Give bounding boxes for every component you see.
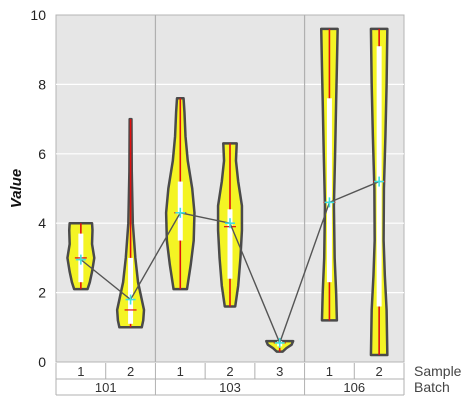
mean-marker [75,254,86,265]
iqr-bar [227,209,233,279]
mean-marker [324,197,335,208]
violin-101-2 [115,117,146,329]
sample-label: 1 [326,364,333,379]
y-axis: 0 2 4 6 8 10 [30,7,46,370]
iqr-bar [128,257,134,324]
iqr-bar [376,46,382,307]
sample-label: 2 [376,364,383,379]
grid-lines [56,15,404,362]
batch-label: 103 [219,380,241,395]
sample-label: 1 [77,364,84,379]
sample-label: 3 [276,364,283,379]
batch-label: 106 [343,380,365,395]
violins [66,27,389,357]
x-axis-table: 1 2 1 2 3 1 2 101 103 106 [55,363,405,396]
sample-row-label: Sample [414,363,462,379]
sample-label: 2 [226,364,233,379]
mean-marker [125,294,136,305]
mean-marker [274,337,285,348]
y-axis-label: Value [8,169,25,208]
violin-106-2 [369,27,389,357]
violin-106-1 [319,27,339,322]
y-tick-label: 2 [38,285,46,301]
batch-label: 101 [95,380,117,395]
y-tick-label: 8 [38,76,46,92]
iqr-bar [326,98,332,283]
mean-marker [175,207,186,218]
y-tick-label: 10 [30,7,46,23]
mean-marker [374,176,385,187]
y-tick-label: 6 [38,146,46,162]
y-tick-label: 0 [38,354,46,370]
y-tick-label: 4 [38,215,46,231]
batch-row-label: Batch [414,379,450,395]
mean-markers [75,176,385,348]
sample-label: 2 [127,364,134,379]
mean-marker [225,218,235,229]
sample-label: 1 [177,364,184,379]
